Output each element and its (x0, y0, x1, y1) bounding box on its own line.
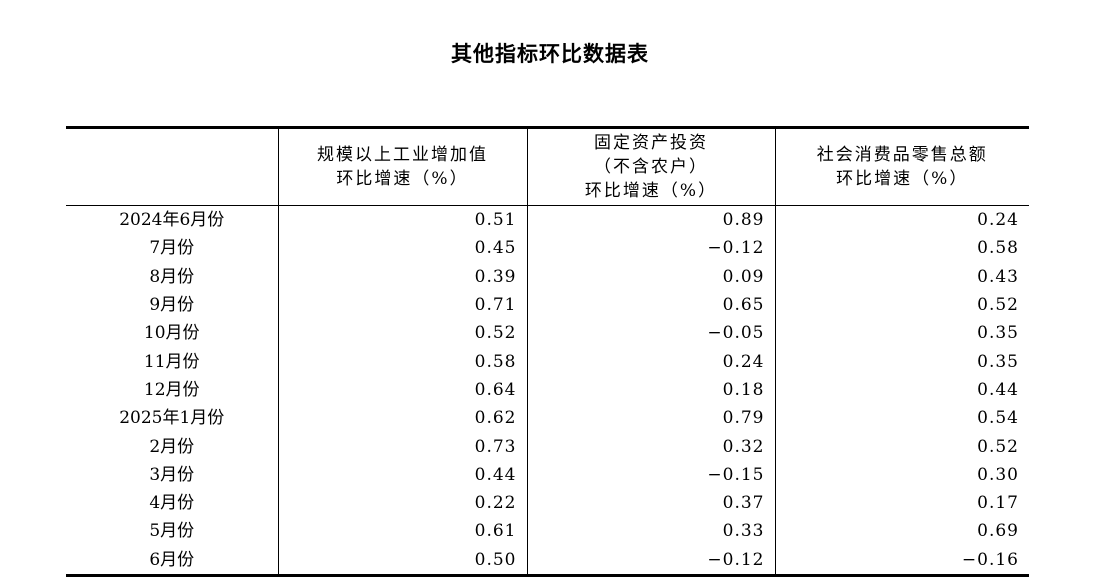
retail-growth-cell: 0.35 (774, 347, 1029, 376)
retail-growth-cell: 0.54 (774, 404, 1029, 433)
header-industry-growth: 规模以上工业增加值 环比增速（%） (277, 127, 527, 206)
retail-growth-cell: 0.44 (774, 375, 1029, 405)
industry-growth-cell: 0.22 (277, 488, 527, 518)
table-row: 8月份 0.39 0.09 0.43 (66, 262, 1029, 291)
period-cell: 2月份 (149, 436, 195, 457)
investment-growth-cell: 0.37 (526, 488, 775, 518)
period-cell: 7月份 (149, 238, 195, 259)
table-row: 6月份 0.50 −0.12 −0.16 (66, 545, 1029, 576)
investment-growth-cell: −0.12 (526, 545, 775, 576)
investment-growth-cell: 0.18 (526, 375, 775, 405)
investment-growth-cell: −0.12 (526, 234, 775, 263)
retail-growth-cell: 0.43 (774, 262, 1029, 291)
retail-growth-cell: 0.52 (774, 432, 1029, 461)
table-row: 3月份 0.44 −0.15 0.30 (66, 460, 1029, 489)
header-investment-growth: 固定资产投资 （不含农户） 环比增速（%） (526, 127, 775, 206)
table-row: 2025年1月份 0.62 0.79 0.54 (66, 404, 1029, 433)
industry-growth-cell: 0.39 (277, 262, 527, 291)
table-row: 7月份 0.45 −0.12 0.58 (66, 234, 1029, 263)
period-cell: 6月份 (149, 549, 195, 570)
retail-growth-cell: 0.69 (774, 517, 1029, 546)
table-row: 5月份 0.61 0.33 0.69 (66, 517, 1029, 546)
investment-growth-cell: −0.05 (526, 319, 775, 348)
table-row: 11月份 0.58 0.24 0.35 (66, 347, 1029, 376)
header-retail-growth: 社会消费品零售总额 环比增速（%） (774, 127, 1029, 206)
industry-growth-cell: 0.44 (277, 460, 527, 489)
header-line: 固定资产投资 (594, 133, 708, 153)
retail-growth-cell: 0.52 (774, 290, 1029, 320)
period-cell: 5月份 (149, 521, 195, 542)
retail-growth-cell: 0.35 (774, 319, 1029, 348)
table-row: 4月份 0.22 0.37 0.17 (66, 488, 1029, 518)
retail-growth-cell: 0.17 (774, 488, 1029, 518)
period-cell: 9月份 (149, 295, 195, 316)
header-line: （不含农户） (594, 157, 708, 177)
retail-growth-cell: 0.30 (774, 460, 1029, 489)
investment-growth-cell: 0.32 (526, 432, 775, 461)
period-cell: 4月份 (149, 493, 195, 514)
data-table: 规模以上工业增加值 环比增速（%） 固定资产投资 （不含农户） 环比增速（%） 社会消费品… (66, 126, 1029, 577)
period-cell: 12月份 (143, 379, 200, 400)
investment-growth-cell: 0.89 (526, 205, 775, 235)
table-row: 9月份 0.71 0.65 0.52 (66, 290, 1029, 320)
period-cell: 10月份 (143, 323, 200, 344)
industry-growth-cell: 0.64 (277, 375, 527, 405)
table-row: 12月份 0.64 0.18 0.44 (66, 375, 1029, 405)
industry-growth-cell: 0.62 (277, 404, 527, 433)
period-cell: 8月份 (149, 266, 195, 287)
period-cell: 3月份 (149, 464, 195, 485)
retail-growth-cell: −0.16 (774, 545, 1029, 576)
header-line: 环比增速（%） (584, 181, 718, 201)
investment-growth-cell: 0.33 (526, 517, 775, 546)
header-line: 环比增速（%） (336, 169, 469, 189)
investment-growth-cell: 0.24 (526, 347, 775, 376)
industry-growth-cell: 0.50 (277, 545, 527, 576)
table-body: 2024年6月份 0.51 0.89 0.24 7月份 0.45 −0.12 0.58 8月份 0… (66, 205, 1029, 576)
header-period (66, 127, 278, 206)
investment-growth-cell: 0.79 (526, 404, 775, 433)
retail-growth-cell: 0.24 (774, 205, 1029, 235)
industry-growth-cell: 0.45 (277, 234, 527, 263)
investment-growth-cell: −0.15 (526, 460, 775, 489)
page-title: 其他指标环比数据表 (451, 42, 649, 66)
period-cell: 11月份 (143, 351, 200, 372)
header-line: 环比增速（%） (836, 169, 969, 189)
industry-growth-cell: 0.73 (277, 432, 527, 461)
retail-growth-cell: 0.58 (774, 234, 1029, 263)
table-row: 10月份 0.52 −0.05 0.35 (66, 319, 1029, 348)
header-row: 规模以上工业增加值 环比增速（%） 固定资产投资 （不含农户） 环比增速（%） 社会消费品… (66, 127, 1029, 206)
investment-growth-cell: 0.09 (526, 262, 775, 291)
industry-growth-cell: 0.51 (277, 205, 527, 235)
period-cell: 2024年6月份 (119, 210, 225, 231)
industry-growth-cell: 0.61 (277, 517, 527, 546)
industry-growth-cell: 0.58 (277, 347, 527, 376)
period-cell: 2025年1月份 (119, 408, 225, 429)
table-row: 2024年6月份 0.51 0.89 0.24 (66, 205, 1029, 235)
industry-growth-cell: 0.52 (277, 319, 527, 348)
table-row: 2月份 0.73 0.32 0.52 (66, 432, 1029, 461)
industry-growth-cell: 0.71 (277, 290, 527, 320)
header-line: 社会消费品零售总额 (816, 145, 988, 165)
header-line: 规模以上工业增加值 (317, 145, 488, 165)
investment-growth-cell: 0.65 (526, 290, 775, 320)
